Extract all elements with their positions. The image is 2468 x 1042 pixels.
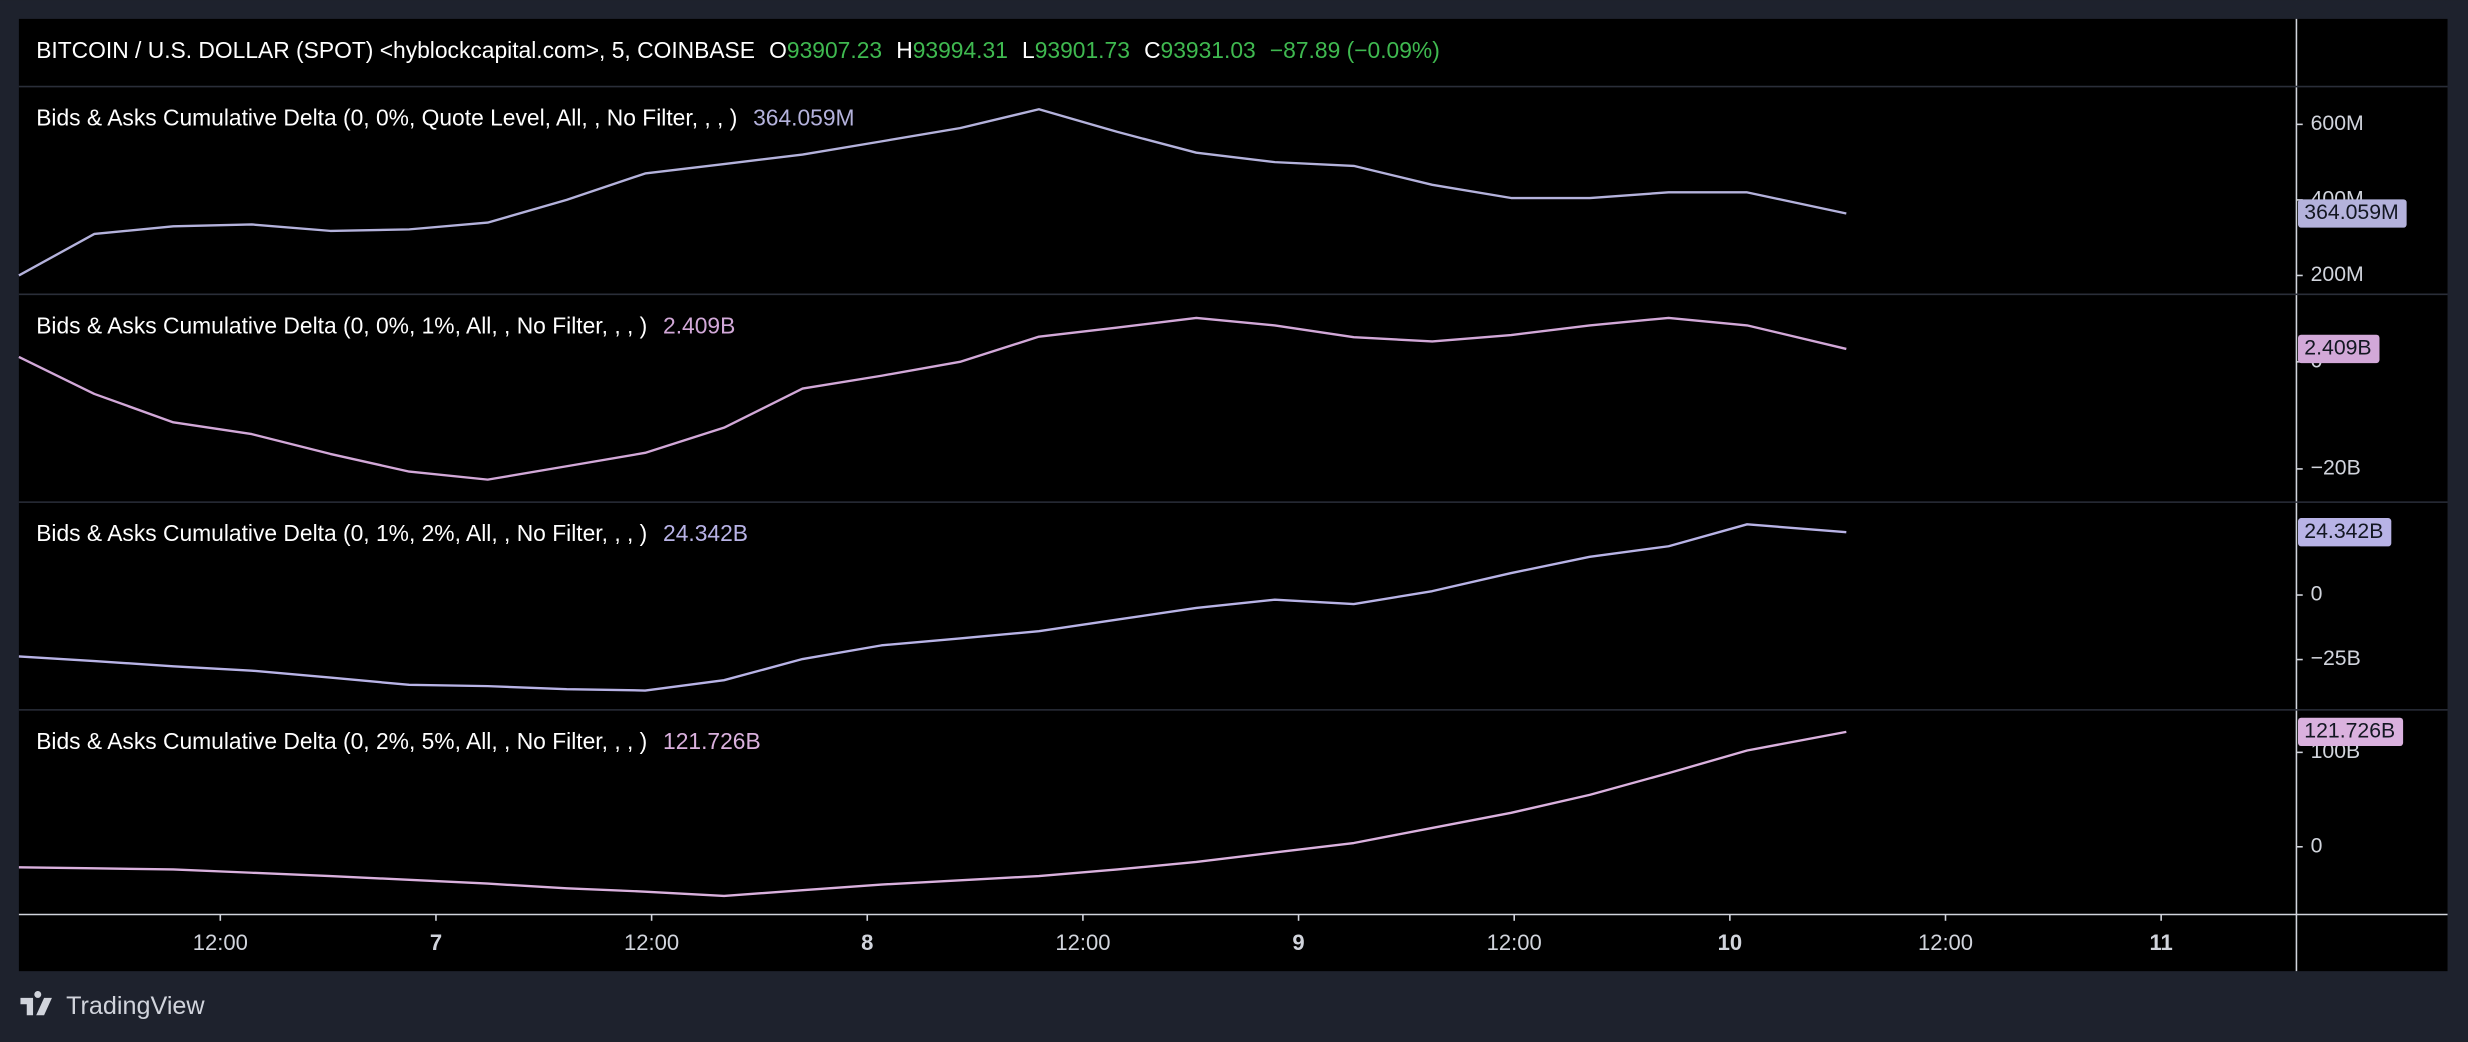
- y-tick-label: −20B: [2311, 456, 2361, 480]
- y-tick-label: 600M: [2311, 111, 2364, 135]
- x-tick-label: 12:00: [193, 930, 248, 955]
- last-value-badge: [2298, 334, 2380, 364]
- x-tick-label: 12:00: [1055, 930, 1110, 955]
- x-tick-label: 8: [861, 930, 873, 955]
- ohlc-letter: C: [1144, 37, 1160, 63]
- y-tick-label: 0: [2311, 582, 2323, 606]
- indicator-title: Bids & Asks Cumulative Delta (0, 0%, Quo…: [36, 105, 737, 131]
- delta-line: [18, 730, 1847, 898]
- delta-line: [18, 108, 1847, 277]
- indicator-title: Bids & Asks Cumulative Delta (0, 2%, 5%,…: [36, 728, 647, 754]
- indicator-value: 121.726B: [663, 728, 761, 754]
- y-tick-label: 200M: [2311, 262, 2364, 286]
- indicator-value: 364.059M: [753, 105, 854, 131]
- logo-mark: [20, 990, 52, 1016]
- ohlc-letter: H: [896, 37, 912, 63]
- delta-line: [18, 316, 1847, 481]
- indicator-title: Bids & Asks Cumulative Delta (0, 1%, 2%,…: [36, 520, 647, 546]
- last-value-label: 24.342B: [2304, 519, 2383, 543]
- last-value-label: 2.409B: [2304, 336, 2371, 360]
- last-value-badge: [2298, 199, 2407, 228]
- last-value-label: 364.059M: [2304, 200, 2398, 224]
- last-value-badge: [2298, 518, 2392, 547]
- symbol: BITCOIN / U.S. DOLLAR (SPOT) <hyblockcap…: [36, 37, 755, 63]
- tradingview-logo: TradingView: [20, 990, 205, 1020]
- ohlc-value: 93901.73: [1035, 37, 1130, 63]
- y-tick-label: −25B: [2311, 646, 2361, 670]
- indicator-value: 2.409B: [663, 312, 735, 338]
- ohlc-value: 93994.31: [913, 37, 1008, 63]
- ohlc-letter: L: [1022, 37, 1035, 63]
- ohlc-value: 93931.03: [1161, 37, 1256, 63]
- indicator-title: Bids & Asks Cumulative Delta (0, 0%, 1%,…: [36, 312, 647, 338]
- ohlc-letter: O: [769, 37, 787, 63]
- last-value-badge: [2298, 717, 2404, 747]
- x-tick-label: 10: [1718, 930, 1743, 955]
- x-tick-label: 9: [1292, 930, 1304, 955]
- brand: TradingView: [66, 992, 205, 1020]
- chart-area: [18, 18, 2448, 972]
- last-value-label: 121.726B: [2304, 718, 2395, 742]
- header: BITCOIN / U.S. DOLLAR (SPOT) <hyblockcap…: [36, 37, 1440, 63]
- x-tick-label: 7: [430, 930, 442, 955]
- change: −87.89 (−0.09%): [1270, 37, 1440, 63]
- x-tick-label: 12:00: [1487, 930, 1542, 955]
- indicator-value: 24.342B: [663, 520, 748, 546]
- x-tick-label: 11: [2150, 930, 2173, 955]
- ohlc-value: 93907.23: [787, 37, 882, 63]
- y-tick-label: 0: [2311, 833, 2323, 857]
- x-tick-label: 12:00: [1918, 930, 1973, 955]
- x-tick-label: 12:00: [624, 930, 679, 955]
- delta-line: [18, 523, 1847, 692]
